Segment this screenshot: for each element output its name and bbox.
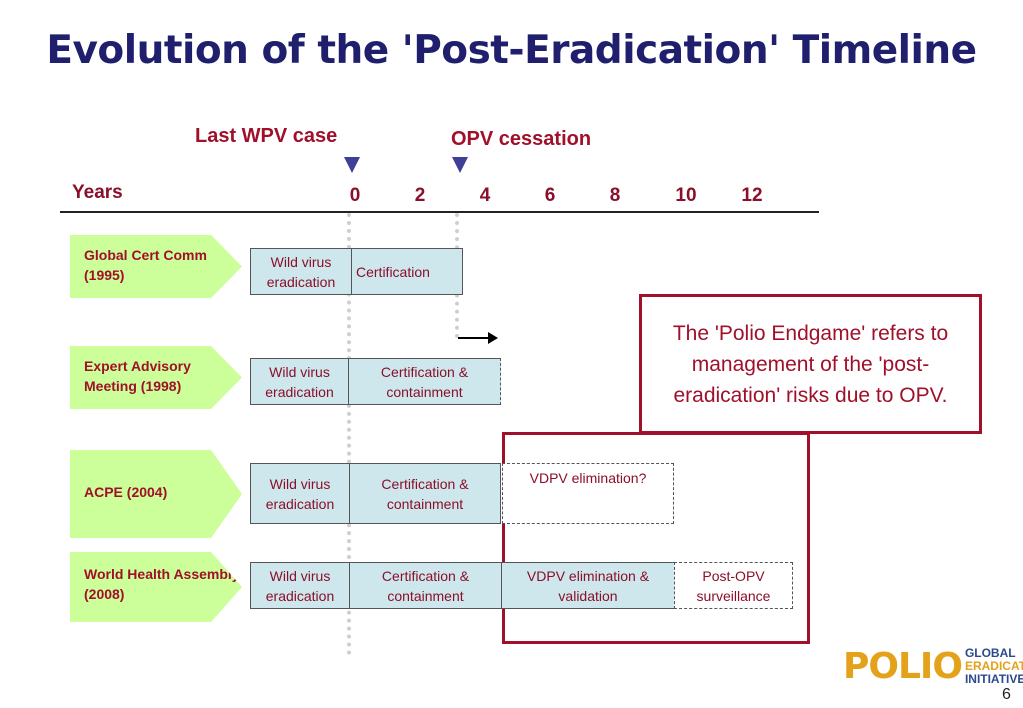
axis-line	[60, 211, 819, 213]
segment-certification-containment: Certification & containment	[348, 358, 501, 405]
last-wpv-label: Last WPV case	[195, 125, 338, 147]
endgame-note: The 'Polio Endgame' refers to management…	[639, 294, 982, 434]
segment-certification: Certification	[351, 248, 463, 295]
logo-line-eradication: ERADICATION	[964, 659, 1023, 673]
row-label-acpe: ACPE (2004)	[70, 450, 242, 538]
tick-label: 2	[414, 185, 426, 206]
row-label-world-health-assembly: World Health Assembly (2008)	[70, 552, 242, 622]
last-wpv-marker-icon	[344, 157, 360, 173]
segment-wild-virus-eradication: Wild virus eradication	[250, 562, 350, 609]
tick-label: 4	[479, 185, 491, 206]
segment-certification-containment: Certification & containment	[349, 463, 501, 524]
guide-line-year-0	[347, 213, 351, 655]
segment-wild-virus-eradication: Wild virus eradication	[250, 248, 352, 295]
segment-post-opv-surveillance: Post-OPV surveillance	[674, 562, 793, 609]
tick-label: 6	[544, 185, 556, 206]
years-label: Years	[72, 182, 123, 203]
row-label-global-cert-comm: Global Cert Comm (1995)	[70, 235, 242, 298]
row-label-expert-advisory-meeting: Expert Advisory Meeting (1998)	[70, 346, 242, 409]
segment-vdpv-elimination-validation: VDPV elimination & validation	[501, 562, 675, 609]
tick-label: 8	[609, 185, 621, 206]
page-title: Evolution of the 'Post-Eradication' Time…	[46, 28, 977, 73]
arrow-right-icon	[488, 332, 498, 344]
page-number: 6	[1002, 686, 1011, 703]
segment-wild-virus-eradication: Wild virus eradication	[250, 358, 349, 405]
segment-vdpv-elimination-question: VDPV elimination?	[502, 463, 674, 524]
segment-certification-containment: Certification & containment	[349, 562, 502, 609]
logo-polio-word: POLIO	[843, 646, 963, 687]
opv-cessation-marker-icon	[452, 157, 468, 173]
logo-line-initiative: INITIATIVE	[964, 672, 1023, 686]
tick-label: 12	[741, 185, 763, 206]
gpei-logo: POLIO GLOBAL ERADICATION INITIATIVE	[843, 646, 1023, 687]
opv-cessation-label: OPV cessation	[451, 128, 592, 150]
logo-initiative-text: GLOBAL ERADICATION INITIATIVE	[965, 647, 1023, 686]
segment-wild-virus-eradication: Wild virus eradication	[250, 463, 350, 524]
shift-arrow-line	[458, 337, 490, 339]
tick-label: 10	[675, 185, 697, 206]
logo-line-global: GLOBAL	[964, 646, 1016, 660]
tick-label: 0	[349, 185, 361, 206]
